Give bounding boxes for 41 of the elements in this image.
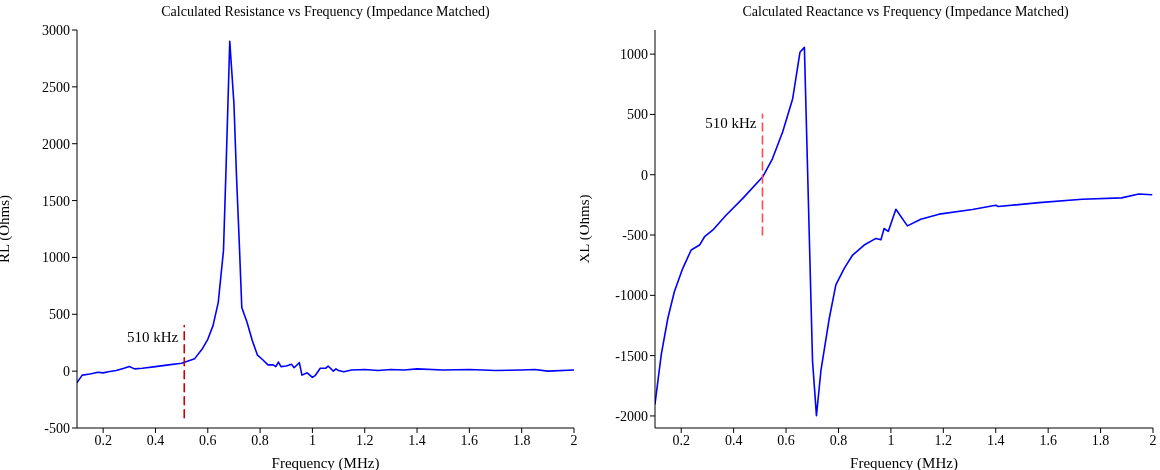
- x-tick-label: 1.6: [1039, 432, 1057, 448]
- x-tick-label: 0.6: [199, 432, 217, 448]
- x-tick-label: 1.2: [934, 432, 953, 448]
- y-tick-label: 0: [63, 364, 70, 380]
- y-tick-label: 2000: [42, 136, 70, 152]
- x-tick-label: 0.2: [672, 432, 690, 448]
- y-tick-label: 0: [641, 167, 648, 183]
- x-tick-label: 0.4: [146, 432, 165, 448]
- x-tick-label: 2: [1149, 432, 1157, 448]
- y-tick-label: 3000: [42, 22, 70, 38]
- x-tick-label: 1.4: [986, 432, 1005, 448]
- x-tick-label: 1.4: [408, 432, 426, 448]
- chart-title: Calculated Resistance vs Frequency (Impedance Matched): [160, 4, 491, 20]
- x-tick-label: 1.6: [460, 432, 479, 448]
- y-tick-label: -1500: [615, 348, 648, 364]
- y-tick-label: 500: [627, 107, 648, 123]
- x-tick-label: 2: [570, 432, 578, 448]
- x-tick-label: 1.8: [512, 432, 531, 448]
- y-tick-label: 2500: [42, 79, 70, 95]
- annotation: 510 kHz: [127, 329, 179, 346]
- y-tick-label: 1000: [620, 47, 648, 63]
- line-series: [77, 40, 574, 384]
- x-tick-label: 1: [308, 432, 316, 448]
- annotation: 510 kHz: [705, 115, 757, 132]
- y-tick-label: -500: [622, 228, 648, 243]
- y-tick-label: -500: [44, 420, 70, 436]
- x-tick-label: 1.2: [355, 432, 374, 448]
- x-tick-label: 0.2: [94, 432, 112, 448]
- y-tick-label: -1000: [615, 288, 648, 304]
- x-tick-label: 1.8: [1091, 432, 1110, 448]
- y-tick-label: 500: [49, 307, 70, 323]
- x-tick-label: 0.4: [724, 432, 743, 448]
- y-tick-label: 1000: [42, 250, 70, 266]
- x-tick-label: 1: [887, 432, 895, 448]
- x-tick-label: 0.8: [829, 432, 848, 448]
- y-tick-label: -2000: [615, 408, 648, 424]
- chart-title: Calculated Reactance vs Frequency (Impedance Matched): [741, 4, 1070, 20]
- y-tick-label: 1500: [42, 193, 70, 209]
- line-series: [655, 46, 1153, 417]
- x-tick-label: 0.6: [777, 432, 795, 448]
- x-tick-label: 0.8: [251, 432, 269, 448]
